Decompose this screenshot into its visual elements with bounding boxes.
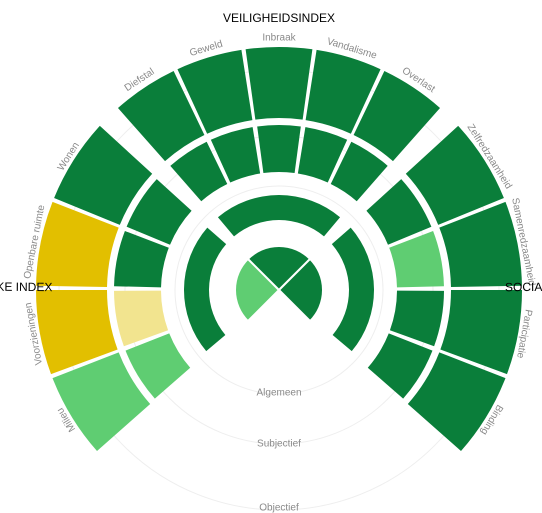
subjectief-segment	[126, 179, 192, 245]
level-label: Subjectief	[257, 439, 301, 450]
subjectief-segment	[257, 125, 301, 174]
objectief-segment	[407, 352, 506, 452]
objectief-segment	[439, 201, 522, 287]
segment-label: Inbraak	[262, 33, 296, 44]
objectief-segment	[245, 47, 313, 120]
subjectief-segment	[210, 127, 261, 183]
subjectief-segment	[170, 141, 228, 202]
subjectief-segment	[125, 333, 191, 399]
subjectief-segment	[366, 179, 432, 245]
pie-slice	[234, 257, 281, 323]
objectief-segment	[52, 352, 151, 452]
subjectief-segment	[389, 290, 444, 347]
objectief-segment	[36, 290, 118, 375]
objectief-segment	[405, 125, 504, 225]
subjectief-segment	[389, 231, 444, 288]
algemeen-arc	[217, 195, 341, 237]
subjectief-segment	[114, 231, 169, 288]
pie-slice	[277, 257, 324, 323]
objectief-segment	[36, 201, 119, 287]
pie-slice	[246, 245, 312, 292]
index-title: FYSIEKE INDEX	[0, 279, 52, 294]
algemeen-arc	[184, 227, 227, 352]
level-label: Algemeen	[256, 388, 301, 399]
objectief-segment	[353, 71, 441, 162]
index-title: VEILIGHEIDSINDEX	[223, 11, 335, 25]
objectief-segment	[54, 125, 153, 225]
objectief-segment	[305, 49, 381, 134]
subjectief-segment	[114, 290, 169, 347]
subjectief-segment	[367, 333, 433, 399]
objectief-segment	[440, 290, 522, 375]
objectief-segment	[117, 71, 205, 162]
index-title: SOCIALE INDEX	[505, 279, 542, 294]
objectief-segment	[177, 49, 253, 134]
subjectief-segment	[297, 127, 348, 183]
subjectief-segment	[330, 141, 388, 202]
level-label: Objectief	[259, 503, 299, 513]
algemeen-arc	[331, 227, 374, 352]
